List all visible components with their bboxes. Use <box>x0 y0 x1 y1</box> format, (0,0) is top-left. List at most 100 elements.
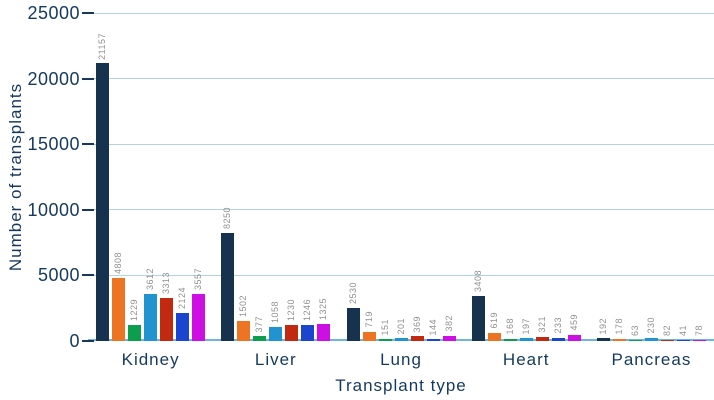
gridline-25000 <box>88 12 714 14</box>
y-axis-tick-labels: 0 5000 10000 15000 20000 25000 <box>0 3 80 351</box>
bar-value-label: 168 <box>504 318 515 335</box>
bar-pancreas-series-2 <box>612 338 626 341</box>
bar-value-label: 1502 <box>238 295 249 318</box>
bar-value-label: 619 <box>488 312 499 329</box>
bar-pancreas-series-3 <box>628 340 642 341</box>
bar-pancreas-series-5 <box>660 339 674 341</box>
bar-liver-series-3 <box>253 336 267 341</box>
bar-cell: 2530 <box>345 13 361 341</box>
bar-kidney-series-1 <box>96 63 110 341</box>
bar-value-label: 2124 <box>177 287 188 310</box>
bar-cell: 41 <box>675 13 691 341</box>
bar-cell: 619 <box>486 13 502 341</box>
x-category-label-liver: Liver <box>254 350 297 369</box>
bar-lung-series-5 <box>410 336 424 341</box>
bar-cell: 151 <box>377 13 393 341</box>
bar-group-heart: 3408 619 168 197 321 233 459 <box>464 13 589 341</box>
bar-cell: 459 <box>566 13 582 341</box>
bar-cell: 230 <box>643 13 659 341</box>
bar-cell: 197 <box>518 13 534 341</box>
bar-cell: 3313 <box>159 13 175 341</box>
y-tick-label-5000: 5000 <box>37 265 80 286</box>
bar-value-label: 151 <box>379 318 390 336</box>
bar-value-label: 144 <box>427 318 438 336</box>
bar-liver-series-5 <box>285 324 299 341</box>
y-tick-label-20000: 20000 <box>27 68 80 89</box>
bar-value-label: 4808 <box>113 251 124 274</box>
bar-heart-series-3 <box>503 338 517 341</box>
bar-group-liver: 8250 1502 377 1058 1230 1246 1325 <box>213 13 338 341</box>
bar-value-label: 192 <box>597 317 608 335</box>
bar-kidney-series-4 <box>144 293 158 341</box>
bar-cell: 168 <box>502 13 518 341</box>
bar-value-label: 3612 <box>145 267 156 290</box>
bar-value-label: 178 <box>613 318 624 335</box>
bar-kidney-series-6 <box>176 313 190 341</box>
bar-value-label: 1246 <box>302 298 313 321</box>
bar-cell: 21157 <box>95 13 111 341</box>
bar-cell: 1502 <box>236 13 252 341</box>
bar-value-label: 3408 <box>472 270 483 293</box>
bar-liver-series-7 <box>317 323 331 341</box>
bar-value-label: 459 <box>568 314 579 331</box>
bar-lung-series-2 <box>362 331 376 341</box>
bar-lung-series-4 <box>394 338 408 341</box>
x-category-label-pancreas: Pancreas <box>611 350 692 369</box>
bar-group-pancreas: 192 178 63 230 82 41 78 <box>589 13 714 341</box>
y-tick-label-15000: 15000 <box>27 134 80 155</box>
bar-value-label: 1058 <box>270 301 281 324</box>
bar-cell: 63 <box>627 13 643 341</box>
x-axis-category-labels: Kidney Liver Lung Heart Pancreas <box>88 350 714 370</box>
y-tick-mark-10000 <box>82 208 94 211</box>
gridline-5000 <box>88 274 714 276</box>
bar-pancreas-series-4 <box>644 337 658 341</box>
bar-cell: 719 <box>361 13 377 341</box>
bar-value-label: 78 <box>693 324 704 336</box>
bar-cell: 1230 <box>284 13 300 341</box>
bar-cell: 1325 <box>316 13 332 341</box>
y-tick-label-10000: 10000 <box>27 199 80 220</box>
bar-cell: 1229 <box>127 13 143 341</box>
bar-kidney-series-7 <box>192 294 206 341</box>
bar-value-label: 233 <box>552 317 563 334</box>
bar-cell: 233 <box>550 13 566 341</box>
bar-liver-series-1 <box>221 232 235 341</box>
bar-heart-series-6 <box>551 337 565 341</box>
y-tick-mark-5000 <box>82 274 94 277</box>
bar-value-label: 3313 <box>161 271 172 294</box>
bar-value-label: 201 <box>395 317 406 335</box>
gridline-10000 <box>88 209 714 211</box>
bar-value-label: 1230 <box>286 298 297 321</box>
y-tick-mark-15000 <box>82 143 94 146</box>
bar-heart-series-1 <box>471 296 485 341</box>
bar-cell: 201 <box>393 13 409 341</box>
bar-cell: 377 <box>252 13 268 341</box>
y-tick-mark-20000 <box>82 77 94 80</box>
bar-heart-series-5 <box>535 336 549 341</box>
y-tick-label-25000: 25000 <box>27 3 80 23</box>
bar-value-label: 21157 <box>97 32 108 60</box>
y-tick-label-0: 0 <box>69 331 80 351</box>
bar-groups: 21157 4808 1229 3612 3313 2124 3557 8250 1502 377… <box>88 13 714 341</box>
bar-heart-series-7 <box>567 334 581 341</box>
bar-value-label: 41 <box>677 324 688 336</box>
bar-cell: 8250 <box>220 13 236 341</box>
bar-value-label: 321 <box>536 316 547 333</box>
bar-pancreas-series-7 <box>692 339 706 341</box>
bar-value-label: 369 <box>411 315 422 333</box>
bar-value-label: 377 <box>254 315 265 333</box>
bar-lung-series-6 <box>426 339 440 341</box>
bar-cell: 144 <box>425 13 441 341</box>
bar-cell: 4808 <box>111 13 127 341</box>
bar-liver-series-6 <box>301 324 315 341</box>
bar-value-label: 8250 <box>222 206 233 229</box>
bar-cell: 192 <box>595 13 611 341</box>
x-axis-title: Transplant type <box>335 376 467 395</box>
bar-value-label: 1229 <box>129 298 140 321</box>
bar-cell: 1246 <box>300 13 316 341</box>
bar-heart-series-2 <box>487 332 501 341</box>
bar-cell: 1058 <box>268 13 284 341</box>
bar-value-label: 719 <box>363 311 374 328</box>
bar-value-label: 382 <box>443 315 454 332</box>
bar-value-label: 82 <box>661 324 672 336</box>
